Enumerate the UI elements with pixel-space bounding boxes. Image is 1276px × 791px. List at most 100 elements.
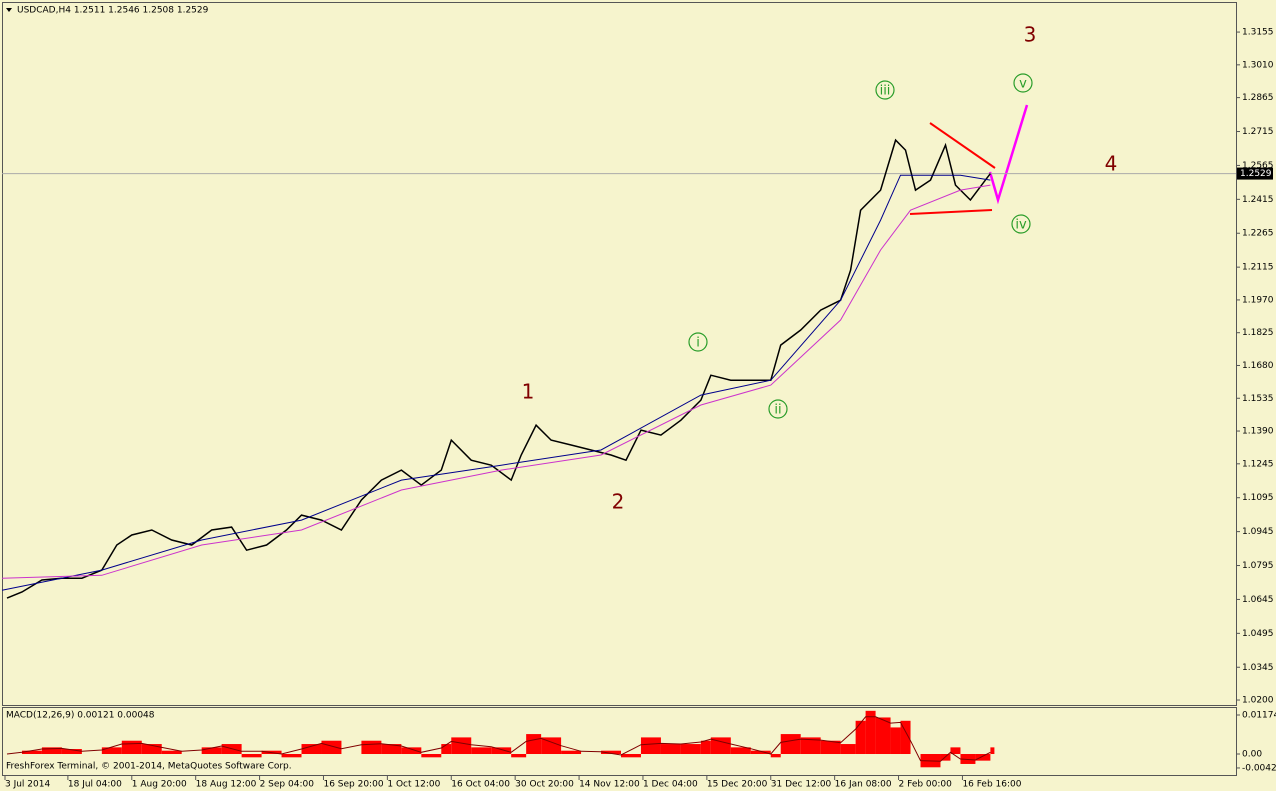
y-tick-label: 1.1825 <box>1242 328 1274 338</box>
macd-bar <box>950 747 961 755</box>
x-tick-label: 3 Jul 2014 <box>5 780 50 790</box>
wave-sub-label: iii <box>880 84 891 99</box>
macd-bar <box>865 710 876 755</box>
macd-y-tick-label: 0.00 <box>1242 750 1262 760</box>
macd-title: MACD(12,26,9) 0.00121 0.00048 <box>6 711 155 721</box>
main-pane <box>2 2 1237 706</box>
x-tick-label: 2 Sep 04:00 <box>260 780 315 790</box>
y-tick-label: 1.0645 <box>1242 595 1274 605</box>
macd-signal <box>6 716 991 762</box>
y-tick-label: 1.2415 <box>1242 195 1274 205</box>
macd-bar <box>471 747 492 755</box>
macd-bar <box>620 754 641 758</box>
y-tick-label: 1.1970 <box>1242 295 1274 305</box>
macd-bar <box>61 749 82 755</box>
y-tick-label: 1.1680 <box>1242 361 1274 371</box>
macd-bar <box>201 747 222 755</box>
wave-sub-label: i <box>696 336 700 351</box>
macd-bar <box>601 750 621 755</box>
macd-bar <box>780 734 801 755</box>
wave-sub-label: v <box>1019 77 1027 92</box>
wave-label: 1 <box>522 380 535 404</box>
wave-sub-label: iv <box>1015 218 1027 233</box>
macd-bar <box>451 737 472 755</box>
macd-bar <box>121 740 142 755</box>
y-tick-label: 1.0945 <box>1242 527 1274 537</box>
y-tick-label: 1.3155 <box>1242 28 1274 38</box>
macd-bar <box>511 754 527 758</box>
macd-bar <box>660 744 681 755</box>
macd-bar <box>800 737 821 755</box>
trend-lines <box>909 104 1029 215</box>
y-tick-label: 1.0200 <box>1242 696 1274 706</box>
macd-bar <box>491 747 512 755</box>
x-tick-label: 18 Jul 04:00 <box>68 780 122 790</box>
y-tick-label: 1.1095 <box>1242 493 1274 503</box>
x-tick-label: 18 Aug 12:00 <box>196 780 257 790</box>
x-tick-label: 31 Dec 12:00 <box>771 780 832 790</box>
price-line <box>1 174 991 591</box>
macd-bar <box>441 744 452 755</box>
macd-bar <box>710 737 731 755</box>
macd-bar <box>840 744 856 755</box>
price-line <box>6 138 991 599</box>
macd-bar <box>281 754 302 758</box>
last-price-label: 1.2529 <box>1240 169 1272 179</box>
macd-bar <box>401 747 422 755</box>
macd-bar <box>875 717 891 755</box>
x-tick-label: 16 Jan 08:00 <box>835 780 892 790</box>
last-price-tag <box>1237 167 1273 180</box>
lower-trendline <box>909 209 993 215</box>
y-tick-label: 1.2565 <box>1242 161 1274 171</box>
macd-bar <box>541 737 562 755</box>
wave-circle <box>1011 214 1031 234</box>
macd-bar <box>301 744 322 755</box>
y-tick-label: 1.2715 <box>1242 127 1274 137</box>
y-tick-label: 1.0345 <box>1242 663 1274 673</box>
macd-bar <box>381 744 402 755</box>
wave-circle <box>875 80 895 100</box>
wave-circle <box>768 399 788 419</box>
macd-pane <box>2 707 1237 776</box>
macd-bar <box>241 754 262 758</box>
macd-bar <box>890 727 901 755</box>
y-tick-label: 1.1245 <box>1242 459 1274 469</box>
y-tick-label: 1.2865 <box>1242 93 1274 103</box>
macd-bar <box>526 734 542 755</box>
x-tick-label: 16 Feb 16:00 <box>962 780 1021 790</box>
x-tick-label: 1 Oct 12:00 <box>387 780 440 790</box>
macd-bar <box>561 750 582 755</box>
macd-bar <box>421 754 442 758</box>
macd-bar <box>41 747 62 755</box>
macd-bar <box>975 754 991 761</box>
y-tick-label: 1.0495 <box>1242 629 1274 639</box>
x-tick-label: 1 Dec 04:00 <box>643 780 698 790</box>
y-tick-label: 1.2115 <box>1242 263 1274 273</box>
macd-bar <box>21 750 42 755</box>
macd-bar <box>700 740 711 755</box>
x-tick-label: 15 Dec 20:00 <box>707 780 768 790</box>
wave-label: 4 <box>1105 152 1118 176</box>
wave-circle <box>688 332 708 352</box>
macd-y-tick-label: 0.01174 <box>1242 711 1276 721</box>
x-tick-label: 16 Sep 20:00 <box>323 780 383 790</box>
y-tick-label: 1.3010 <box>1242 60 1274 70</box>
macd-bar <box>101 747 122 755</box>
x-tick-label: 1 Aug 20:00 <box>132 780 187 790</box>
macd-bar <box>161 750 182 755</box>
macd-bar <box>990 747 995 755</box>
y-tick-label: 1.0795 <box>1242 561 1274 571</box>
y-tick-label: 1.2265 <box>1242 229 1274 239</box>
wave-label: 2 <box>612 490 625 514</box>
macd-bar <box>730 747 751 755</box>
macd-bar <box>680 744 701 755</box>
x-tick-label: 2 Feb 00:00 <box>899 780 953 790</box>
macd-bar <box>750 750 771 755</box>
y-tick-label: 1.1535 <box>1242 394 1274 404</box>
macd-bar <box>820 740 841 755</box>
wave-circle <box>1013 73 1033 93</box>
wave-label: 3 <box>1024 23 1037 47</box>
footer: FreshForex Terminal, © 2001-2014, MetaQu… <box>6 762 292 772</box>
wave-sub-label: ii <box>774 403 781 418</box>
